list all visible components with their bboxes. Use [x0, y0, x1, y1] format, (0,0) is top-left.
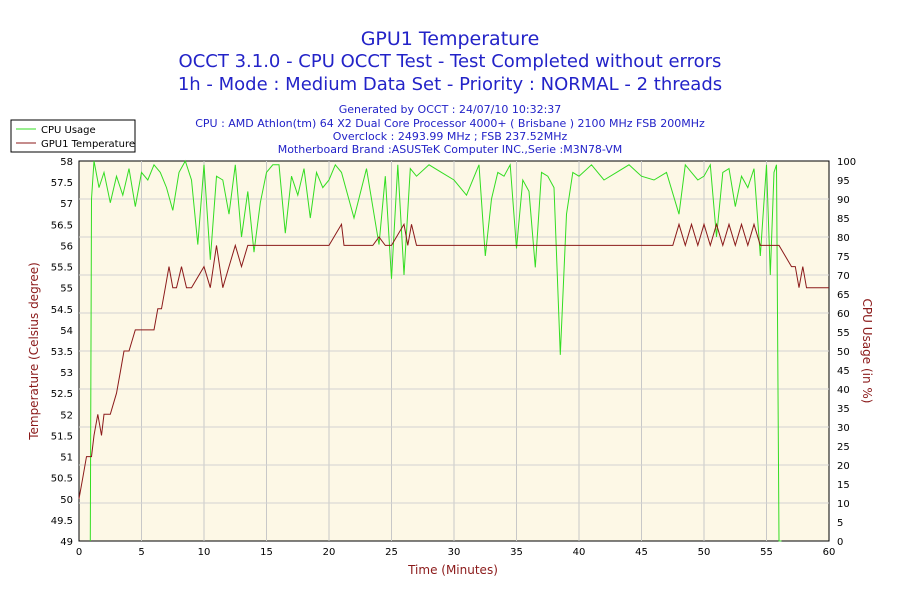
x-tick-label: 60	[823, 547, 836, 558]
y-right-tick-label: 20	[837, 461, 850, 472]
y-right-tick-label: 40	[837, 385, 850, 396]
series-line-cpu-usage	[89, 159, 782, 542]
x-tick-label: 55	[760, 547, 773, 558]
y-right-tick-label: 50	[837, 347, 850, 358]
y-left-tick-label: 54.5	[51, 305, 73, 316]
y-left-tick-label: 56	[60, 241, 73, 252]
y-left-tick-label: 51.5	[51, 431, 73, 442]
y-right-tick-label: 85	[837, 214, 850, 225]
x-tick-label: 40	[573, 547, 586, 558]
y-right-tick-label: 25	[837, 442, 850, 453]
y-right-tick-label: 90	[837, 195, 850, 206]
x-axis-label: Time (Minutes)	[407, 563, 498, 577]
y-axis-left-label: Temperature (Celsius degree)	[27, 262, 41, 441]
y-right-tick-label: 15	[837, 480, 850, 491]
y-left-tick-label: 50	[60, 495, 73, 506]
y-right-tick-label: 35	[837, 404, 850, 415]
y-left-tick-label: 56.5	[51, 220, 73, 231]
y-left-tick-label: 57	[60, 199, 73, 210]
y-left-tick-label: 57.5	[51, 178, 73, 189]
y-right-tick-label: 95	[837, 176, 850, 187]
legend: CPU Usage GPU1 Temperature	[10, 119, 136, 153]
y-right-tick-label: 55	[837, 328, 850, 339]
x-tick-label: 25	[385, 547, 398, 558]
y-left-tick-label: 49	[60, 537, 73, 548]
y-left-tick-label: 52	[60, 410, 73, 421]
x-tick-label: 5	[138, 547, 144, 558]
y-left-tick-label: 50.5	[51, 474, 73, 485]
y-left-tick-label: 54	[60, 326, 73, 337]
y-right-tick-label: 10	[837, 499, 850, 510]
y-left-tick-label: 53.5	[51, 347, 73, 358]
y-right-tick-label: 75	[837, 252, 850, 263]
y-left-tick-label: 49.5	[51, 516, 73, 527]
info-cpu: CPU : AMD Athlon(tm) 64 X2 Dual Core Pro…	[195, 117, 705, 130]
info-overclock: Overclock : 2493.99 MHz ; FSB 237.52MHz	[333, 130, 568, 143]
x-tick-label: 20	[323, 547, 336, 558]
x-tick-label: 30	[448, 547, 461, 558]
chart-subtitle-line-2: 1h - Mode : Medium Data Set - Priority :…	[178, 74, 722, 95]
x-tick-label: 35	[510, 547, 523, 558]
y-right-tick-label: 5	[837, 518, 843, 529]
legend-box	[10, 119, 136, 153]
x-tick-label: 45	[635, 547, 648, 558]
y-right-tick-label: 70	[837, 271, 850, 282]
y-left-tick-label: 51	[60, 453, 73, 464]
y-right-tick-label: 0	[837, 537, 843, 548]
x-tick-label: 50	[698, 547, 711, 558]
legend-label-gpu-temperature: GPU1 Temperature	[41, 139, 135, 150]
y-axis-right-label: CPU Usage (in %)	[860, 299, 874, 404]
y-left-tick-label: 55.5	[51, 263, 73, 274]
y-right-tick-label: 30	[837, 423, 850, 434]
tick-labels: 0 5 10 15 20 25 30 35 40 45 50 55 604949.55050.55151…	[51, 157, 856, 558]
info-generated: Generated by OCCT : 24/07/10 10:32:37	[339, 103, 562, 116]
y-left-tick-label: 55	[60, 284, 73, 295]
chart-title: GPU1 Temperature	[361, 28, 540, 50]
y-left-tick-label: 52.5	[51, 389, 73, 400]
y-right-tick-label: 60	[837, 309, 850, 320]
x-tick-label: 0	[76, 547, 82, 558]
series-layer	[78, 159, 829, 542]
y-right-tick-label: 65	[837, 290, 850, 301]
y-right-tick-label: 45	[837, 366, 850, 377]
y-right-tick-label: 80	[837, 233, 850, 244]
info-motherboard: Motherboard Brand :ASUSTeK Computer INC.…	[278, 143, 623, 156]
y-right-tick-label: 100	[837, 157, 856, 168]
y-left-tick-label: 53	[60, 368, 73, 379]
chart-subtitle-line-1: OCCT 3.1.0 - CPU OCCT Test - Test Comple…	[179, 51, 722, 72]
x-tick-label: 15	[260, 547, 273, 558]
legend-label-cpu-usage: CPU Usage	[41, 125, 96, 136]
series-line-gpu-temperature	[78, 222, 829, 499]
x-tick-label: 10	[198, 547, 211, 558]
y-left-tick-label: 58	[60, 157, 73, 168]
